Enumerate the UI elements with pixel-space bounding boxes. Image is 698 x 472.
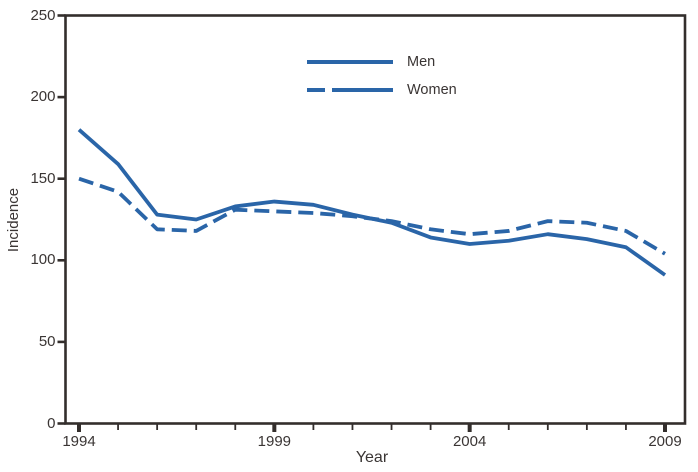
men-series-line <box>77 128 667 277</box>
y-tick-label: 200 <box>30 88 56 106</box>
y-tick-label: 0 <box>47 414 56 432</box>
x-tick-label: 1994 <box>62 432 96 450</box>
y-tick-label: 50 <box>38 332 56 350</box>
x-tick-label: 2009 <box>648 432 682 450</box>
x-tick-label: 1999 <box>257 432 292 450</box>
y-tick-label: 250 <box>30 6 56 24</box>
x-tick-label: 2004 <box>452 432 487 450</box>
y-tick-label: 100 <box>30 251 56 269</box>
women-series-line <box>78 176 666 256</box>
legend-label-men: Men <box>407 54 436 70</box>
legend-label-women: Women <box>407 82 457 98</box>
y-tick-label: 150 <box>30 169 56 187</box>
plot-frame <box>64 14 687 425</box>
x-axis-title: Year <box>355 449 389 466</box>
